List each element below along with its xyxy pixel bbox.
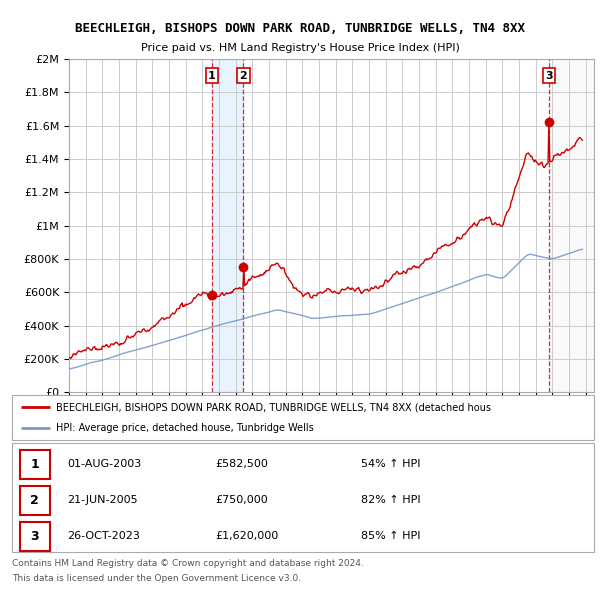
Text: 2: 2 [31, 494, 39, 507]
Text: 82% ↑ HPI: 82% ↑ HPI [361, 496, 421, 506]
Bar [20, 486, 50, 515]
Text: 3: 3 [31, 530, 39, 543]
Text: £750,000: £750,000 [216, 496, 268, 506]
Text: BEECHLEIGH, BISHOPS DOWN PARK ROAD, TUNBRIDGE WELLS, TN4 8XX (detached hous: BEECHLEIGH, BISHOPS DOWN PARK ROAD, TUNB… [56, 402, 491, 412]
Text: 1: 1 [31, 458, 39, 471]
Text: 26-OCT-2023: 26-OCT-2023 [67, 532, 140, 542]
Text: Price paid vs. HM Land Registry's House Price Index (HPI): Price paid vs. HM Land Registry's House … [140, 43, 460, 53]
Text: 21-JUN-2005: 21-JUN-2005 [67, 496, 138, 506]
Text: BEECHLEIGH, BISHOPS DOWN PARK ROAD, TUNBRIDGE WELLS, TN4 8XX: BEECHLEIGH, BISHOPS DOWN PARK ROAD, TUNB… [75, 22, 525, 35]
Text: 3: 3 [545, 71, 553, 81]
Text: 1: 1 [208, 71, 216, 81]
Text: £582,500: £582,500 [216, 460, 269, 469]
Text: HPI: Average price, detached house, Tunbridge Wells: HPI: Average price, detached house, Tunb… [56, 424, 313, 434]
Text: £1,620,000: £1,620,000 [216, 532, 279, 542]
Bar [212, 59, 244, 392]
Bar [20, 522, 50, 551]
Text: 01-AUG-2003: 01-AUG-2003 [67, 460, 142, 469]
Text: 2: 2 [239, 71, 247, 81]
Bar [20, 450, 50, 479]
Bar [550, 59, 594, 392]
Text: 54% ↑ HPI: 54% ↑ HPI [361, 460, 421, 469]
Text: This data is licensed under the Open Government Licence v3.0.: This data is licensed under the Open Gov… [12, 574, 301, 583]
Text: Contains HM Land Registry data © Crown copyright and database right 2024.: Contains HM Land Registry data © Crown c… [12, 559, 364, 569]
Text: 85% ↑ HPI: 85% ↑ HPI [361, 532, 421, 542]
Bar [550, 59, 594, 392]
